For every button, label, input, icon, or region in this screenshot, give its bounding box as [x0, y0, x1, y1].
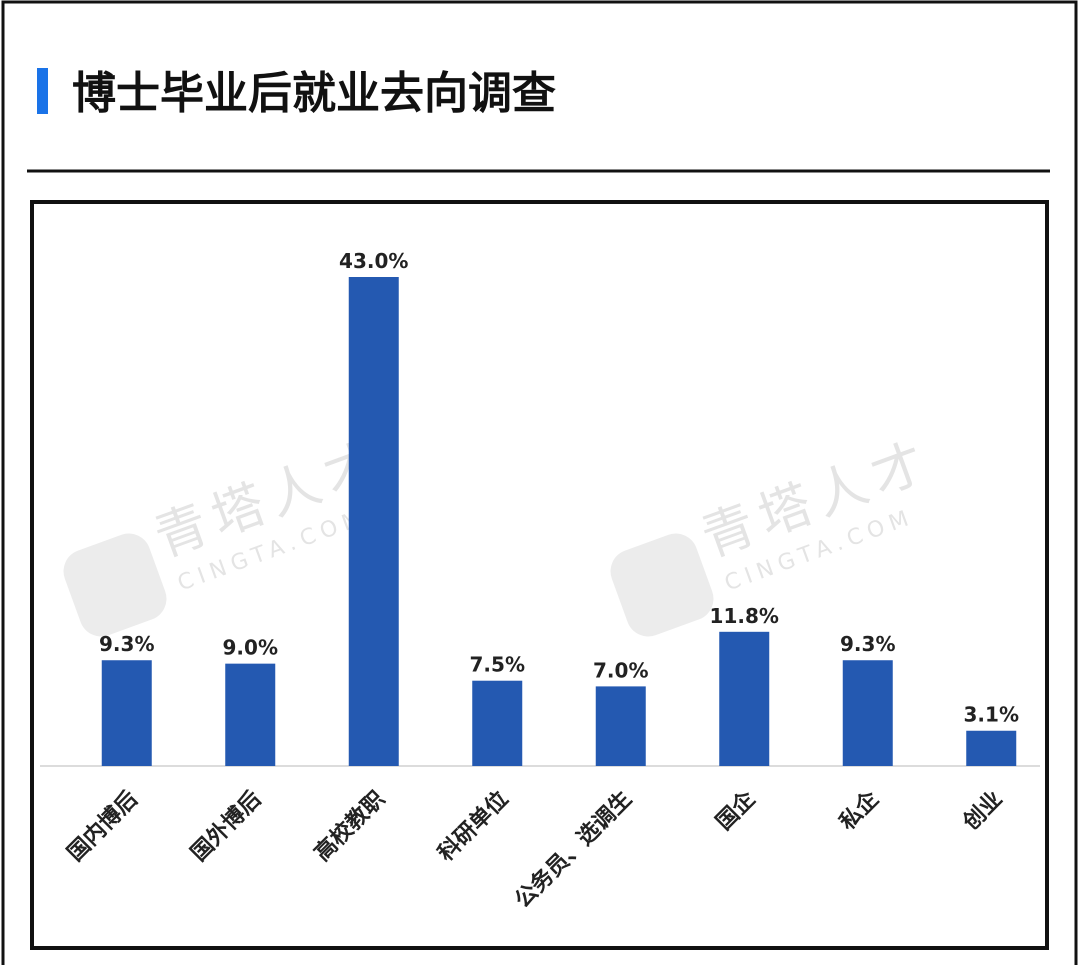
value-label: 9.3% [840, 632, 895, 656]
x-tick-label: 国内博后 [62, 786, 143, 867]
value-label: 9.0% [223, 636, 278, 660]
bar [348, 277, 399, 766]
value-label: 7.0% [593, 658, 648, 682]
value-label: 7.5% [470, 653, 525, 677]
watermark-logo [63, 533, 167, 637]
x-tick-label: 高校教职 [309, 786, 390, 867]
x-tick-label: 创业 [958, 787, 1008, 837]
chart-title: 博士毕业后就业去向调查 [72, 68, 556, 119]
bar [225, 663, 276, 766]
bar [472, 680, 523, 766]
value-label: 3.1% [964, 703, 1019, 727]
x-tick-label: 国外博后 [186, 786, 267, 867]
watermark-logo [610, 533, 714, 637]
x-tick-label: 公务员、选调生 [510, 787, 637, 914]
value-label: 11.8% [710, 604, 779, 628]
bar [595, 686, 646, 766]
bar [842, 660, 893, 766]
bar [719, 631, 770, 766]
x-tick-label: 国企 [711, 785, 761, 835]
value-label: 9.3% [99, 632, 154, 656]
x-tick-label: 私企 [834, 785, 884, 835]
plot-frame [30, 200, 1049, 950]
watermark: 青塔人才 CINGTA.COM 青塔人才 CINGTA.COM [63, 431, 940, 637]
x-tick-label: 科研单位 [433, 786, 514, 867]
value-label: 43.0% [339, 249, 408, 273]
title-accent [37, 68, 48, 114]
bar [966, 730, 1017, 766]
bar [101, 660, 152, 766]
